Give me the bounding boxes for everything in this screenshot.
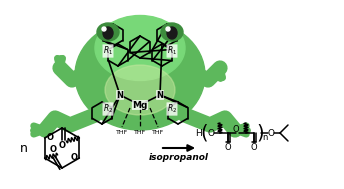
Text: N: N [157, 91, 163, 99]
Text: O: O [207, 129, 215, 138]
Text: O: O [58, 142, 65, 150]
Ellipse shape [102, 27, 106, 31]
Ellipse shape [75, 20, 205, 130]
Text: isopropanol: isopropanol [149, 153, 209, 163]
Text: O: O [71, 153, 78, 163]
Text: $R_2$: $R_2$ [103, 103, 113, 115]
Text: $R_1$: $R_1$ [103, 45, 113, 57]
Text: O: O [225, 143, 231, 152]
Ellipse shape [167, 27, 177, 39]
Text: $R_1$: $R_1$ [167, 45, 177, 57]
Ellipse shape [166, 27, 170, 31]
Text: Mg: Mg [132, 101, 148, 109]
Text: THF: THF [116, 129, 128, 135]
Text: O: O [46, 133, 53, 143]
Text: n: n [20, 142, 28, 154]
Ellipse shape [95, 15, 185, 81]
Text: THF: THF [134, 129, 146, 135]
Ellipse shape [103, 27, 113, 39]
Text: O: O [233, 125, 239, 133]
Text: (: ( [200, 123, 208, 143]
Text: H: H [195, 129, 201, 138]
Text: ): ) [256, 123, 264, 143]
Ellipse shape [105, 65, 175, 115]
Text: O: O [251, 143, 257, 152]
Text: n: n [262, 133, 268, 143]
Ellipse shape [97, 23, 119, 41]
Text: O: O [50, 146, 56, 154]
Text: N: N [117, 91, 123, 99]
Ellipse shape [161, 23, 183, 41]
Text: O: O [268, 129, 275, 138]
Text: $R_2$: $R_2$ [167, 103, 177, 115]
Text: THF: THF [152, 129, 164, 135]
